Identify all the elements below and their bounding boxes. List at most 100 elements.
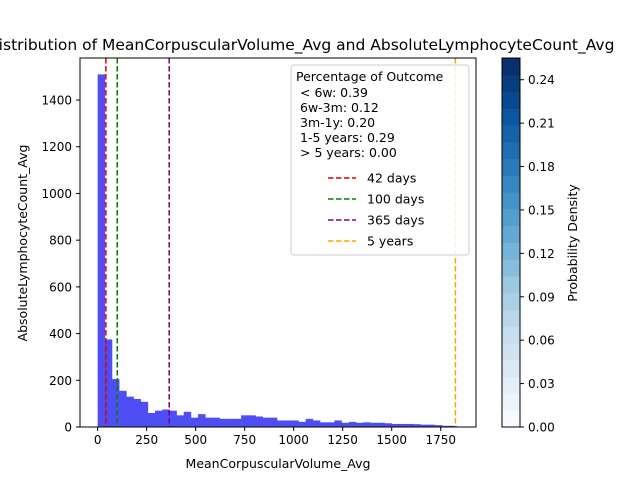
- colorbar-cell: [502, 410, 520, 428]
- colorbar-cell: [502, 175, 520, 193]
- histogram-bar: [162, 409, 170, 427]
- histogram-bar: [219, 418, 228, 427]
- colorbar-tick-label: 0.09: [528, 290, 555, 304]
- histogram-bar: [363, 422, 371, 427]
- x-tick-label: 1000: [278, 433, 309, 447]
- histogram-bar: [284, 420, 292, 427]
- y-tick-label: 600: [49, 280, 72, 294]
- y-tick-label: 400: [49, 327, 72, 341]
- legend-stat-line: > 5 years: 0.00: [300, 145, 397, 160]
- colorbar-label: Probability Density: [565, 184, 580, 302]
- histogram-bar: [298, 421, 307, 427]
- histogram-bar: [233, 418, 242, 427]
- chart-title: Joint Distribution of MeanCorpuscularVol…: [0, 36, 614, 55]
- histogram-bar: [155, 410, 163, 427]
- histogram-bar: [327, 422, 335, 427]
- histogram-bar: [226, 418, 235, 427]
- histogram-bar: [312, 420, 321, 427]
- legend-entry-label: 100 days: [367, 192, 424, 207]
- y-axis-ticks: 0 200 400 600 800 1000 1200 1400: [41, 94, 80, 435]
- histogram-bar: [355, 422, 364, 427]
- colorbar-cell: [502, 74, 520, 92]
- colorbar-tick-label: 0.18: [528, 160, 555, 174]
- histogram-bar: [370, 422, 378, 427]
- legend-stat-line: 3m-1y: 0.20: [300, 115, 375, 130]
- histogram-bar: [255, 416, 263, 427]
- histogram-bar: [434, 425, 443, 427]
- histogram-bar: [320, 422, 328, 427]
- histogram-bar: [126, 396, 134, 427]
- histogram-bar: [269, 417, 278, 427]
- colorbar-cell: [502, 259, 520, 277]
- histogram-bar: [198, 414, 206, 427]
- y-tick-label: 1400: [41, 94, 72, 108]
- histogram-bar: [449, 425, 457, 427]
- x-tick-label: 0: [94, 433, 102, 447]
- histogram-bar: [147, 412, 156, 427]
- histogram-bar: [97, 74, 106, 428]
- colorbar-cell: [502, 326, 520, 344]
- histogram-bar: [377, 422, 385, 427]
- colorbar-tick-label: 0.24: [528, 73, 555, 87]
- colorbar-cell: [502, 192, 520, 210]
- histogram-bar: [442, 425, 450, 427]
- histogram-bar: [262, 417, 271, 427]
- legend-stat-line: < 6w: 0.39: [300, 85, 368, 100]
- y-tick-label: 800: [49, 234, 72, 248]
- y-tick-label: 0: [64, 421, 72, 435]
- histogram-bar: [348, 421, 357, 427]
- colorbar-cell: [502, 108, 520, 126]
- histogram-bar: [183, 411, 192, 427]
- y-axis-label: AbsoluteLymphocyteCount_Avg: [15, 145, 30, 342]
- histogram-bar: [133, 398, 141, 427]
- colorbar-tick-label: 0.03: [528, 377, 555, 391]
- histogram-bar: [334, 420, 342, 427]
- colorbar-cell: [502, 292, 520, 310]
- legend-entry-label: 42 days: [367, 171, 416, 186]
- legend-stat-line: 1-5 years: 0.29: [300, 130, 395, 145]
- histogram-bar: [391, 423, 400, 427]
- x-tick-label: 1750: [425, 433, 456, 447]
- colorbar-tick-label: 0.12: [528, 247, 555, 261]
- colorbar-cell: [502, 225, 520, 243]
- colorbar-cell: [502, 376, 520, 394]
- colorbar-frame: [501, 57, 521, 428]
- legend-title: Percentage of Outcome: [296, 69, 444, 84]
- histogram-bar: [341, 422, 350, 427]
- histogram-bar: [119, 390, 127, 427]
- colorbar-cell: [502, 359, 520, 378]
- legend-frame: [290, 64, 470, 256]
- histogram-bar: [104, 339, 113, 427]
- colorbar-cell: [502, 58, 520, 76]
- legend-entry-label: 365 days: [367, 213, 424, 228]
- legend-entry-label: 5 years: [367, 234, 413, 249]
- plot-area: 0 250 500 750 1000 1250 1500 1750 0 200 400 600 800…: [41, 57, 477, 447]
- colorbar: 0.00 0.03 0.06 0.09 0.12 0.15 0.18 0.21 0.24 Pro…: [501, 57, 580, 435]
- histogram-bar: [111, 379, 120, 427]
- histogram-bars: [97, 74, 457, 428]
- colorbar-cell: [502, 276, 520, 294]
- colorbar-cell: [502, 158, 520, 176]
- colorbar-tick-label: 0.15: [528, 203, 555, 217]
- legend-entries: 42 days 100 days 365 days 5 years: [328, 171, 424, 249]
- x-tick-label: 750: [233, 433, 256, 447]
- x-tick-label: 1250: [327, 433, 358, 447]
- colorbar-tick-label: 0.06: [528, 334, 555, 348]
- colorbar-cell: [502, 309, 520, 327]
- histogram-bar: [406, 423, 414, 427]
- x-axis-ticks: 0 250 500 750 1000 1250 1500 1750: [94, 427, 456, 447]
- colorbar-ticks: 0.00 0.03 0.06 0.09 0.12 0.15 0.18 0.21 0.24: [520, 73, 555, 435]
- colorbar-cell: [502, 141, 520, 160]
- colorbar-cell: [502, 91, 520, 109]
- histogram-bar: [205, 417, 213, 427]
- x-axis-label: MeanCorpuscularVolume_Avg: [186, 456, 371, 471]
- histogram-bar: [169, 410, 177, 427]
- colorbar-cell: [502, 125, 520, 143]
- colorbar-cells: [502, 58, 520, 428]
- y-tick-label: 1200: [41, 140, 72, 154]
- y-tick-label: 200: [49, 374, 72, 388]
- histogram-bar: [190, 417, 199, 427]
- histogram-bar: [413, 424, 421, 427]
- histogram-bar: [305, 418, 314, 427]
